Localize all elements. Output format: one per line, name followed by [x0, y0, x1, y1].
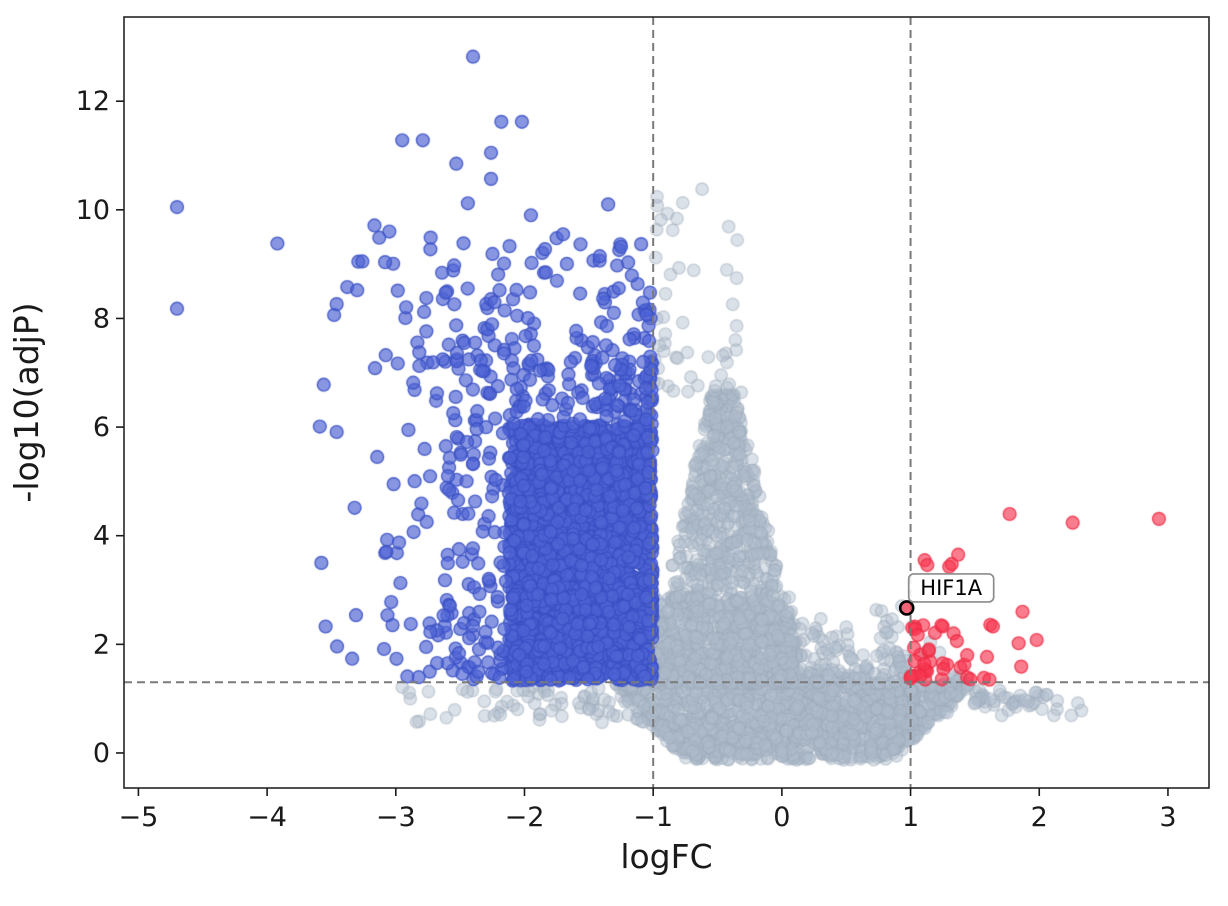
- x-tick-label: −2: [505, 802, 545, 833]
- annotated-gene-point: [898, 600, 915, 616]
- x-tick-label: −3: [376, 802, 416, 833]
- y-tick-label: 4: [93, 521, 110, 552]
- x-tick-label: 3: [1159, 802, 1176, 833]
- gene-annotation: HIF1A: [898, 573, 995, 616]
- x-tick-label: 0: [773, 802, 790, 833]
- plot-border: [123, 16, 1210, 789]
- x-tick-label: 2: [1031, 802, 1048, 833]
- x-tick-label: −1: [633, 802, 673, 833]
- gene-label-text: HIF1A: [920, 576, 982, 600]
- x-tick-label: −5: [119, 802, 159, 833]
- y-tick-label: 2: [93, 629, 110, 660]
- threshold-lines: [124, 17, 1209, 788]
- y-tick-label: 10: [76, 195, 110, 226]
- y-axis-label: -log10(adjP): [7, 302, 46, 502]
- x-axis: −5 −4 −3 −2 −1 0 1 2 3 logFC: [119, 788, 1177, 876]
- y-tick-label: 6: [93, 412, 110, 443]
- x-tick-label: −4: [247, 802, 287, 833]
- y-tick-label: 0: [93, 738, 110, 769]
- y-tick-label: 12: [76, 86, 110, 117]
- x-axis-label: logFC: [620, 837, 712, 876]
- y-axis: 0 2 4 6 8 10 12 -log10(adjP): [7, 86, 124, 769]
- x-tick-label: 1: [902, 802, 919, 833]
- gene-label-box: [907, 573, 995, 603]
- y-tick-label: 8: [93, 303, 110, 334]
